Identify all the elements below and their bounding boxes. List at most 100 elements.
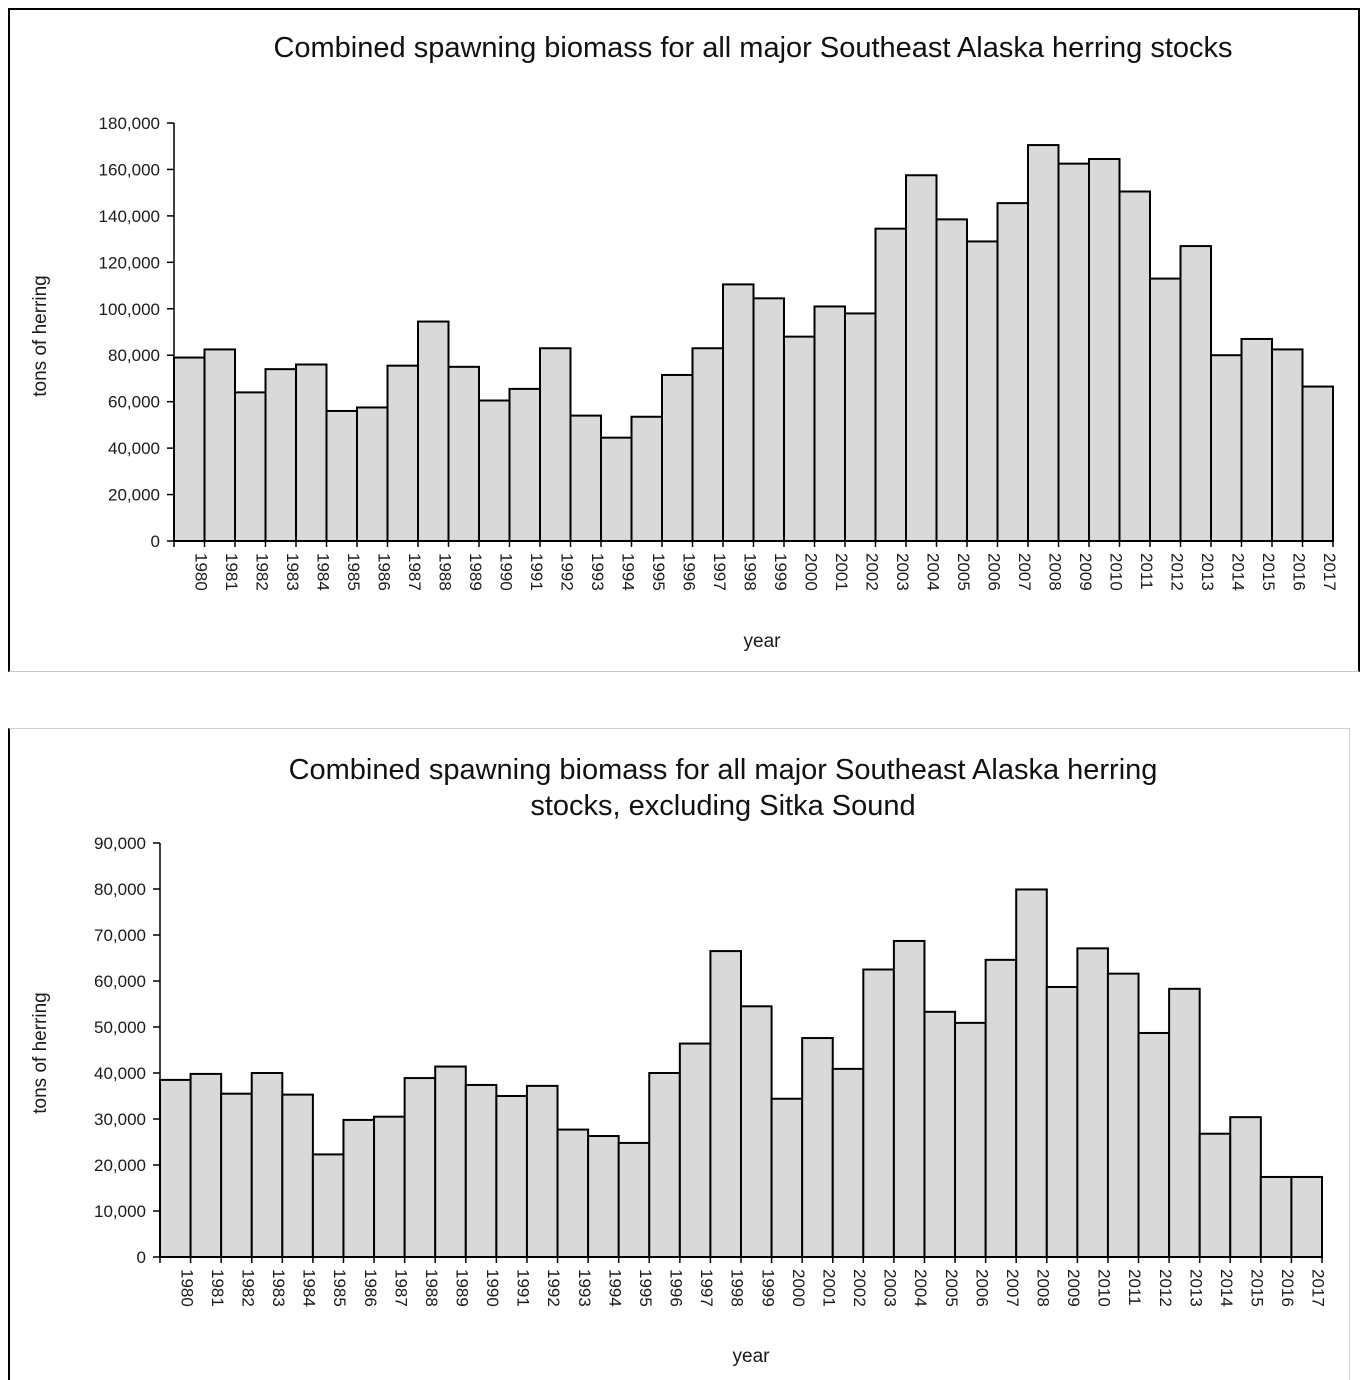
bar-1997 bbox=[678, 1042, 712, 1259]
y-tick-label: 100,000 bbox=[99, 300, 160, 319]
y-tick-label: 60,000 bbox=[94, 972, 146, 991]
x-tick-label: 1983 bbox=[269, 1269, 288, 1307]
bar-2008 bbox=[1015, 888, 1048, 1259]
bar-1988 bbox=[403, 1077, 437, 1259]
x-tick-label: 1980 bbox=[177, 1269, 196, 1307]
bar-2015 bbox=[1240, 337, 1273, 543]
x-tick-label: 1990 bbox=[483, 1269, 502, 1307]
chart-title: Combined spawning biomass for all major … bbox=[289, 754, 1158, 786]
x-tick-label: 2009 bbox=[1064, 1269, 1083, 1307]
x-tick-label: 2013 bbox=[1186, 1269, 1205, 1307]
x-tick-label: 2008 bbox=[1045, 553, 1064, 591]
bar-1985 bbox=[311, 1153, 345, 1259]
x-tick-label: 2013 bbox=[1198, 553, 1217, 591]
bar-2003 bbox=[862, 968, 895, 1258]
bar-1994 bbox=[600, 436, 633, 542]
bar-1995 bbox=[630, 415, 663, 542]
bar-2010 bbox=[1076, 947, 1109, 1259]
y-tick-label: 160,000 bbox=[99, 160, 160, 179]
bar-2012 bbox=[1149, 277, 1182, 542]
y-tick-label: 30,000 bbox=[94, 1110, 146, 1129]
bar-1980 bbox=[173, 356, 206, 542]
x-tick-label: 1984 bbox=[313, 553, 332, 591]
y-tick-label: 0 bbox=[151, 532, 160, 551]
x-tick-label: 1999 bbox=[771, 553, 790, 591]
x-tick-label: 1991 bbox=[527, 553, 546, 591]
bar-2011 bbox=[1118, 190, 1151, 542]
x-tick-label: 1997 bbox=[697, 1269, 716, 1307]
bar-1996 bbox=[648, 1072, 681, 1258]
x-tick-label: 1985 bbox=[344, 553, 363, 591]
x-tick-label: 2002 bbox=[862, 553, 881, 591]
bar-1980 bbox=[159, 1078, 192, 1259]
bar-2001 bbox=[813, 305, 846, 543]
x-tick-label: 2006 bbox=[984, 553, 1003, 591]
bar-2001 bbox=[801, 1037, 834, 1259]
x-tick-label: 2003 bbox=[893, 553, 912, 591]
x-tick-label: 2010 bbox=[1095, 1269, 1114, 1307]
x-tick-label: 1987 bbox=[405, 553, 424, 591]
x-tick-label: 1998 bbox=[728, 1269, 747, 1307]
y-tick-label: 120,000 bbox=[99, 253, 160, 272]
y-axis-label: tons of herring bbox=[30, 992, 51, 1113]
bar-1997 bbox=[691, 347, 724, 542]
bar-2002 bbox=[831, 1067, 865, 1258]
x-tick-label: 2001 bbox=[819, 1269, 838, 1307]
x-tick-label: 2014 bbox=[1228, 553, 1247, 591]
x-tick-label: 2010 bbox=[1106, 553, 1125, 591]
bar-1994 bbox=[587, 1135, 620, 1259]
x-tick-label: 2000 bbox=[789, 1269, 808, 1307]
bar-2014 bbox=[1198, 1132, 1232, 1258]
y-tick-label: 10,000 bbox=[94, 1202, 146, 1221]
x-tick-label: 1993 bbox=[588, 553, 607, 591]
bar-2017 bbox=[1290, 1175, 1323, 1258]
y-tick-label: 90,000 bbox=[94, 834, 146, 853]
x-tick-label: 1985 bbox=[330, 1269, 349, 1307]
y-tick-label: 70,000 bbox=[94, 926, 146, 945]
x-tick-label: 1999 bbox=[758, 1269, 777, 1307]
x-tick-label: 1996 bbox=[679, 553, 698, 591]
bar-2005 bbox=[923, 1010, 957, 1258]
bar-2016 bbox=[1259, 1175, 1293, 1258]
x-tick-label: 1994 bbox=[605, 1269, 624, 1307]
x-tick-label: 1984 bbox=[300, 1269, 319, 1307]
bar-1992 bbox=[539, 347, 572, 542]
bar-2012 bbox=[1137, 1031, 1171, 1258]
x-tick-label: 1996 bbox=[667, 1269, 686, 1307]
bar-1981 bbox=[203, 348, 236, 542]
x-tick-label: 2008 bbox=[1034, 1269, 1053, 1307]
x-tick-label: 2003 bbox=[881, 1269, 900, 1307]
x-tick-label: 2017 bbox=[1320, 553, 1339, 591]
bar-2013 bbox=[1168, 987, 1201, 1258]
bar-2004 bbox=[892, 939, 926, 1258]
x-tick-label: 2009 bbox=[1076, 553, 1095, 591]
x-tick-label: 1986 bbox=[361, 1269, 380, 1307]
x-tick-label: 1989 bbox=[466, 553, 485, 591]
x-tick-label: 2015 bbox=[1248, 1269, 1267, 1307]
x-tick-label: 1981 bbox=[208, 1269, 227, 1307]
x-tick-label: 1989 bbox=[453, 1269, 472, 1307]
bar-1995 bbox=[617, 1141, 651, 1259]
bar-1990 bbox=[464, 1083, 498, 1258]
x-tick-label: 2005 bbox=[954, 553, 973, 591]
x-tick-label: 2007 bbox=[1003, 1269, 1022, 1307]
bar-1991 bbox=[495, 1095, 528, 1258]
x-tick-label: 2014 bbox=[1217, 1269, 1236, 1307]
x-tick-label: 1986 bbox=[374, 553, 393, 591]
x-tick-label: 2004 bbox=[911, 1269, 930, 1307]
x-tick-label: 1982 bbox=[238, 1269, 257, 1307]
y-axis-label: tons of herring bbox=[30, 275, 51, 396]
chart-title: stocks, excluding Sitka Sound bbox=[530, 790, 915, 822]
bar-2006 bbox=[954, 1021, 987, 1258]
x-tick-label: 1992 bbox=[557, 553, 576, 591]
x-tick-label: 1988 bbox=[435, 553, 454, 591]
x-tick-label: 2012 bbox=[1167, 553, 1186, 591]
bar-2008 bbox=[1027, 144, 1060, 543]
x-tick-label: 1982 bbox=[252, 553, 271, 591]
x-tick-label: 2000 bbox=[801, 553, 820, 591]
x-tick-label: 2011 bbox=[1137, 553, 1156, 590]
y-tick-label: 20,000 bbox=[108, 486, 160, 505]
bar-1983 bbox=[264, 368, 297, 542]
y-tick-label: 80,000 bbox=[94, 880, 146, 899]
